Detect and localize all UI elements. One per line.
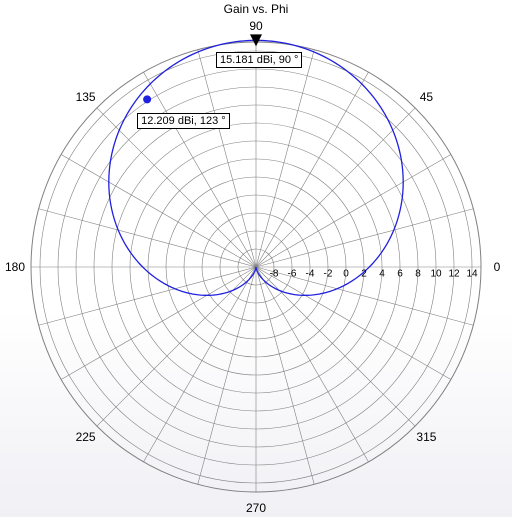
radial-tick-label: -8 (270, 269, 279, 280)
angular-tick-label: 90 (249, 19, 262, 33)
radial-tick-label: 8 (415, 269, 421, 280)
radial-tick-label: 0 (343, 269, 349, 280)
angular-tick-label: 225 (76, 430, 96, 444)
radial-tick-label: 12 (448, 269, 459, 280)
angular-tick-label: 0 (494, 260, 501, 274)
polar-chart-container: Gain vs. Phi -8 -6 -4 -2 0 2 4 6 8 10 12 14 0 45 90 135… (0, 0, 512, 517)
radial-tick-label: 2 (361, 269, 367, 280)
radial-tick-label: 14 (466, 269, 477, 280)
radial-tick-label: 10 (430, 269, 441, 280)
angular-tick-label: 45 (420, 90, 433, 104)
radial-tick-label: -2 (324, 269, 333, 280)
radial-tick-label: -4 (306, 269, 315, 280)
angular-tick-label: 135 (76, 90, 96, 104)
annotation-box: 15.181 dBi, 90 ° (216, 52, 302, 68)
angular-tick-label: 315 (416, 430, 436, 444)
radial-tick-label: -6 (288, 269, 297, 280)
angular-tick-label: 180 (5, 260, 25, 274)
radial-tick-label: 6 (397, 269, 403, 280)
chart-title: Gain vs. Phi (0, 2, 512, 16)
radial-tick-label: 4 (379, 269, 385, 280)
annotation-box: 12.209 dBi, 123 ° (137, 113, 230, 129)
angular-tick-label: 270 (246, 501, 266, 515)
